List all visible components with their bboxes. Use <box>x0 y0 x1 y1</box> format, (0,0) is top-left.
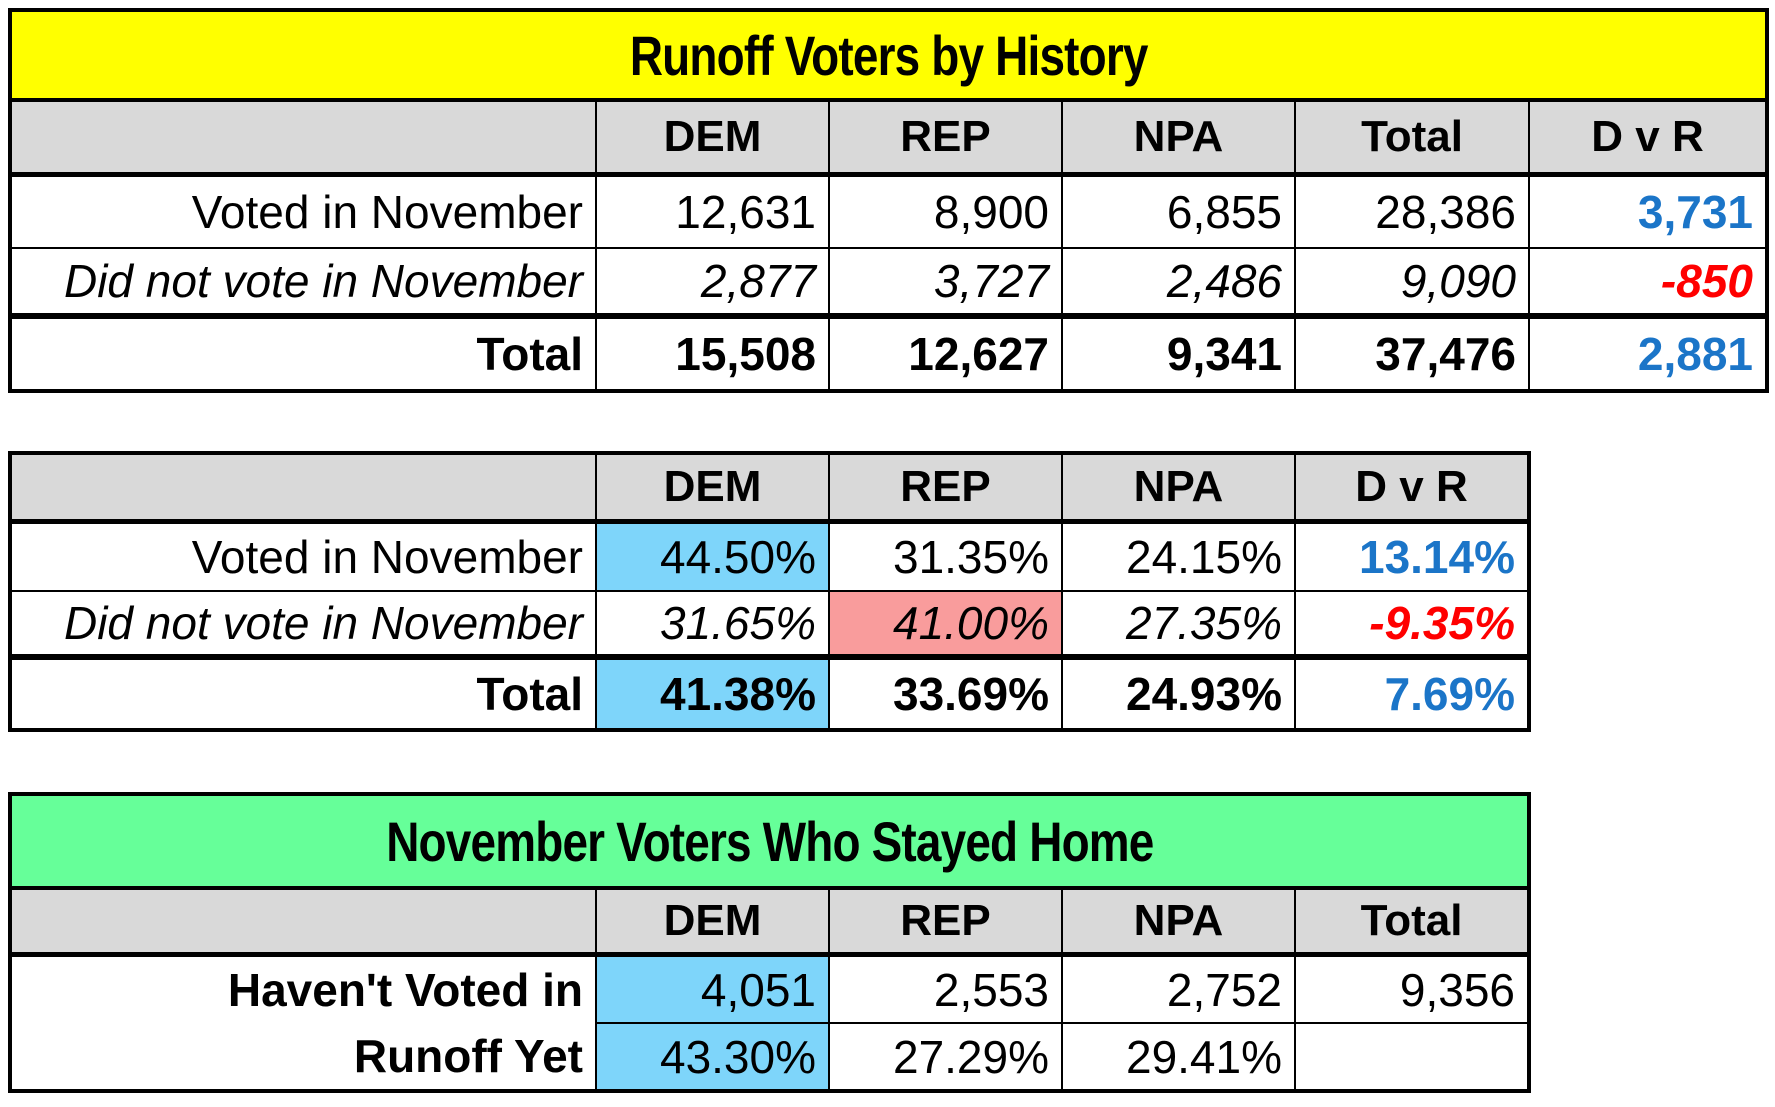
cell-stayedhome-rep-pct: 27.29% <box>828 1022 1063 1092</box>
row-label: Did not vote in November <box>9 247 597 317</box>
col-header-npa: NPA <box>1061 452 1296 524</box>
cell-stayedhome-dem-pct-highlighted: 43.30% <box>595 1022 830 1092</box>
cell-voted-total: 28,386 <box>1294 173 1530 249</box>
runoff-voters-percent-table: DEM REP NPA D v R Voted in November 44.5… <box>8 451 1531 732</box>
col-header-total: Total <box>1294 887 1530 957</box>
table-row-did-not-vote: Did not vote in November 2,877 3,727 2,4… <box>9 247 1768 317</box>
table-row: Runoff Voters by History <box>8 8 1769 102</box>
cell-voted-dvr-pct: 13.14% <box>1294 520 1530 592</box>
table-row-voted-pct: Voted in November 44.50% 31.35% 24.15% 1… <box>9 520 1530 592</box>
row-label-line1: Haven't Voted in <box>227 964 583 1016</box>
cell-voted-rep-pct: 31.35% <box>828 520 1063 592</box>
cell-total-dvr: 2,881 <box>1528 313 1768 392</box>
cell-novote-total: 9,090 <box>1294 247 1530 317</box>
table1-title: Runoff Voters by History <box>629 23 1149 87</box>
cell-voted-rep: 8,900 <box>828 173 1063 249</box>
cell-novote-dem: 2,877 <box>595 247 830 317</box>
table-row-voted: Voted in November 12,631 8,900 6,855 28,… <box>9 173 1768 249</box>
corner-cell <box>9 99 597 177</box>
table1-title-bar: Runoff Voters by History <box>8 8 1769 102</box>
col-header-dem: DEM <box>595 887 830 957</box>
table-row-stayed-home-counts: Haven't Voted in Runoff Yet 4,051 2,553 … <box>9 953 1530 1092</box>
col-header-dvr: D v R <box>1294 452 1530 524</box>
cell-total-npa: 9,341 <box>1061 313 1296 392</box>
cell-stayedhome-total-pct <box>1294 1022 1530 1092</box>
row-label-line2: Runoff Yet <box>353 1030 583 1082</box>
table-header-row: DEM REP NPA Total <box>9 887 1530 957</box>
col-header-dvr: D v R <box>1528 99 1768 177</box>
col-header-npa: NPA <box>1061 887 1296 957</box>
row-label: Voted in November <box>9 173 597 249</box>
runoff-voters-by-history-table: Runoff Voters by History DEM REP NPA Tot… <box>8 8 1769 393</box>
cell-novote-npa: 2,486 <box>1061 247 1296 317</box>
cell-voted-npa-pct: 24.15% <box>1061 520 1296 592</box>
cell-novote-dvr: -850 <box>1528 247 1768 317</box>
row-label-havent-voted: Haven't Voted in Runoff Yet <box>9 953 597 1092</box>
row-label: Did not vote in November <box>9 590 597 658</box>
cell-stayedhome-total-count: 9,356 <box>1294 953 1530 1024</box>
row-label: Total <box>9 313 597 392</box>
cell-stayedhome-npa-count: 2,752 <box>1061 953 1296 1024</box>
table-row-stayed-home-percents: 43.30% 27.29% 29.41% <box>10 1022 1530 1092</box>
table3-title: November Voters Who Stayed Home <box>385 809 1154 873</box>
row-label: Total <box>9 654 597 731</box>
table-header-row: DEM REP NPA D v R <box>9 452 1530 524</box>
cell-novote-rep: 3,727 <box>828 247 1063 317</box>
col-header-dem: DEM <box>595 99 830 177</box>
table-row: November Voters Who Stayed Home <box>8 792 1531 890</box>
cell-novote-rep-pct-highlighted: 41.00% <box>828 590 1063 658</box>
col-header-dem: DEM <box>595 452 830 524</box>
cell-stayedhome-dem-count-highlighted: 4,051 <box>595 953 830 1024</box>
cell-total-dvr-pct: 7.69% <box>1294 654 1530 731</box>
cell-voted-dvr: 3,731 <box>1528 173 1768 249</box>
cell-total-rep-pct: 33.69% <box>828 654 1063 731</box>
col-header-rep: REP <box>828 99 1063 177</box>
corner-cell <box>9 887 597 957</box>
cell-stayedhome-rep-count: 2,553 <box>828 953 1063 1024</box>
cell-stayedhome-npa-pct: 29.41% <box>1061 1022 1296 1092</box>
col-header-rep: REP <box>828 452 1063 524</box>
cell-total-npa-pct: 24.93% <box>1061 654 1296 731</box>
cell-total-dem: 15,508 <box>595 313 830 392</box>
cell-voted-npa: 6,855 <box>1061 173 1296 249</box>
cell-voted-dem: 12,631 <box>595 173 830 249</box>
col-header-total: Total <box>1294 99 1530 177</box>
stayed-home-table: November Voters Who Stayed Home DEM REP … <box>8 792 1531 1093</box>
cell-total-total: 37,476 <box>1294 313 1530 392</box>
table-header-row: DEM REP NPA Total D v R <box>9 99 1768 177</box>
cell-voted-dem-pct-highlighted: 44.50% <box>595 520 830 592</box>
col-header-rep: REP <box>828 887 1063 957</box>
cell-total-dem-pct-highlighted: 41.38% <box>595 654 830 731</box>
table-total-row: Total 41.38% 33.69% 24.93% 7.69% <box>9 654 1530 731</box>
table-total-row: Total 15,508 12,627 9,341 37,476 2,881 <box>9 313 1768 392</box>
cell-novote-npa-pct: 27.35% <box>1061 590 1296 658</box>
cell-total-rep: 12,627 <box>828 313 1063 392</box>
corner-cell <box>9 452 597 524</box>
row-label: Voted in November <box>9 520 597 592</box>
cell-novote-dem-pct: 31.65% <box>595 590 830 658</box>
table3-title-bar: November Voters Who Stayed Home <box>8 792 1531 890</box>
cell-novote-dvr-pct: -9.35% <box>1294 590 1530 658</box>
col-header-npa: NPA <box>1061 99 1296 177</box>
table-row-did-not-vote-pct: Did not vote in November 31.65% 41.00% 2… <box>9 590 1530 658</box>
